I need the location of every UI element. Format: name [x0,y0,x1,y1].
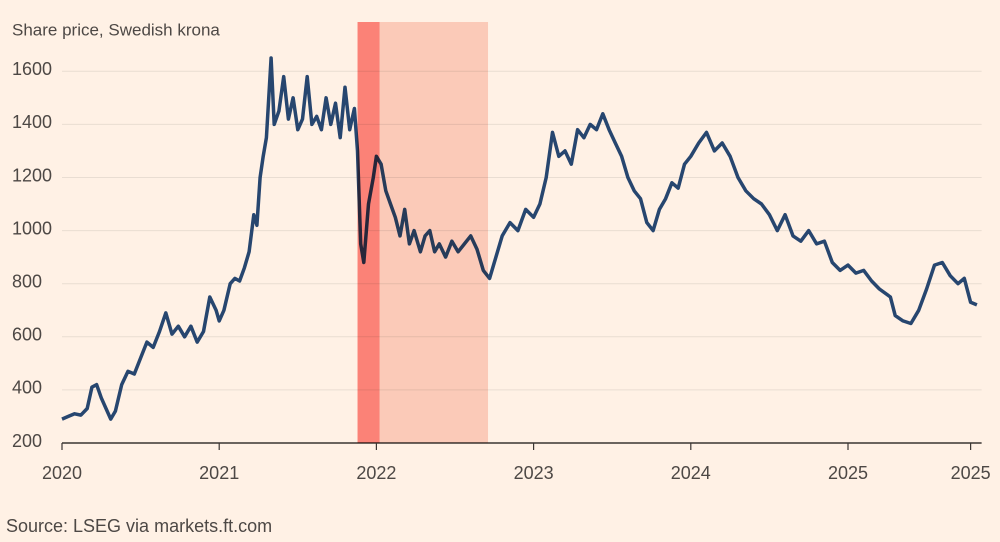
x-tick-label: 2022 [356,463,396,483]
source: Source: LSEG via markets.ft.com [6,516,272,536]
y-tick-label: 600 [12,325,42,345]
highlight-band [379,22,489,443]
x-tick-label: 2021 [199,463,239,483]
x-tick-label: 2024 [671,463,711,483]
y-axis-label: Share price, Swedish krona [12,20,220,39]
y-tick-label: 1000 [12,218,52,238]
y-tick-label: 1200 [12,165,52,185]
highlight-band [357,22,380,443]
y-tick-label: 800 [12,271,42,291]
price-line [61,56,978,421]
x-tick-label: 2025 [951,463,991,483]
y-tick-label: 1400 [12,112,52,132]
y-tick-label: 200 [12,431,42,451]
y-tick-label: 400 [12,378,42,398]
x-tick-label: 2025 [828,463,868,483]
x-tick-label: 2020 [42,463,82,483]
y-tick-label: 1600 [12,59,52,79]
x-tick-label: 2023 [514,463,554,483]
